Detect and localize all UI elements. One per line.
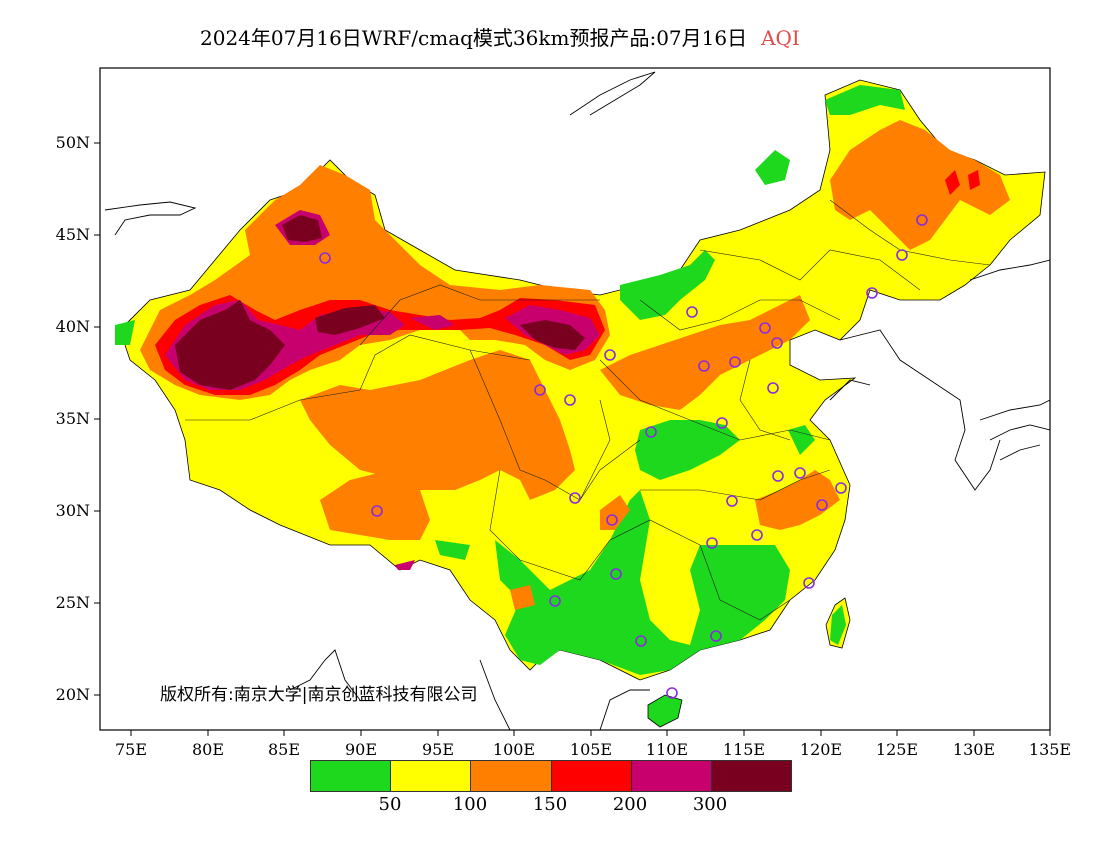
city-stations [319,214,928,699]
lat-tick-30n: 30N [55,501,90,520]
legend-swatch-orange [471,761,552,791]
axis-ticks [94,142,1051,736]
aqi-band-green [115,85,905,675]
lon-tick-110e: 110E [645,740,689,759]
aqi-band-orange [140,120,1010,610]
lon-tick-95e: 95E [421,740,455,759]
aqi-band-maroon [175,215,585,390]
lon-tick-85e: 85E [267,740,301,759]
lon-tick-135e: 135E [1028,740,1072,759]
lon-tick-120e: 120E [799,740,843,759]
legend-swatch-magenta [631,761,712,791]
lat-tick-50n: 50N [55,133,90,152]
taiwan-green [830,605,846,645]
legend-label-100: 100 [452,794,488,815]
title-variable: AQI [761,26,800,50]
legend-label-50: 50 [378,794,402,815]
copyright-notice: 版权所有:南京大学|南京创蓝科技有限公司 [160,685,478,705]
lon-tick-75e: 75E [114,740,148,759]
lon-tick-80e: 80E [191,740,225,759]
lat-tick-45n: 45N [55,225,90,244]
legend-label-300: 300 [692,794,728,815]
legend-label-200: 200 [612,794,648,815]
lon-tick-100e: 100E [492,740,536,759]
legend-swatch-maroon [711,761,792,791]
lon-tick-125e: 125E [875,740,919,759]
lat-tick-40n: 40N [55,317,90,336]
legend-swatch-green [311,761,392,791]
lon-tick-130e: 130E [952,740,996,759]
legend-swatch-yellow [391,761,472,791]
lat-tick-35n: 35N [55,409,90,428]
color-legend [310,760,792,792]
lon-tick-105e: 105E [569,740,613,759]
hainan-island [647,694,683,728]
title-main: 2024年07月16日WRF/cmaq模式36km预报产品:07月16日 [200,26,748,50]
map-frame [99,67,1051,731]
neighbor-outlines [104,71,1050,730]
lon-tick-90e: 90E [344,740,378,759]
lat-tick-20n: 20N [55,685,90,704]
lat-tick-25n: 25N [55,593,90,612]
legend-label-150: 150 [532,794,568,815]
lon-tick-115e: 115E [722,740,766,759]
legend-swatch-red [551,761,632,791]
map-title: 2024年07月16日WRF/cmaq模式36km预报产品:07月16日 AQI [200,22,800,51]
province-boundaries [185,199,991,621]
